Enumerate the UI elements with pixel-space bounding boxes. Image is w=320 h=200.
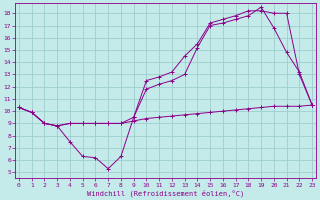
X-axis label: Windchill (Refroidissement éolien,°C): Windchill (Refroidissement éolien,°C) — [87, 189, 244, 197]
